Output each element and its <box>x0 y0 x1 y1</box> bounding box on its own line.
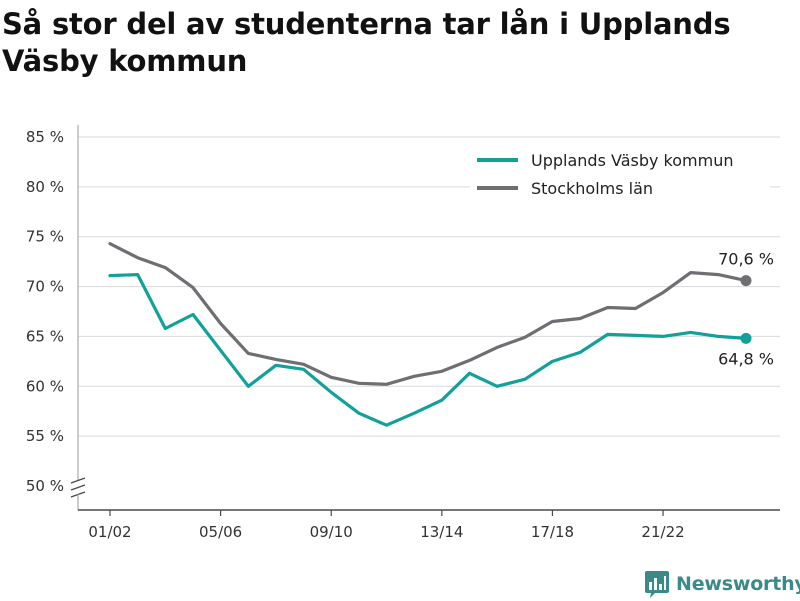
legend-background <box>470 149 770 173</box>
y-tick-label: 55 % <box>26 427 64 445</box>
end-value-label: 64,8 % <box>718 349 774 368</box>
end-point-stockholm <box>740 275 752 287</box>
series-line-stockholm <box>108 242 748 386</box>
brand-name: Newsworthy <box>676 573 800 595</box>
bar-chart-logo-icon <box>645 571 669 598</box>
x-tick-label: 05/06 <box>199 523 242 541</box>
y-tick-label: 75 % <box>26 228 64 246</box>
y-tick-label: 70 % <box>26 278 64 296</box>
end-value-label: 70,6 % <box>718 250 774 269</box>
legend-background <box>470 177 770 201</box>
end-point-vasby <box>740 332 752 344</box>
x-tick-label: 13/14 <box>420 523 463 541</box>
x-tick-label: 01/02 <box>88 523 131 541</box>
y-tick-label: 65 % <box>26 327 64 345</box>
series-lines <box>108 242 752 427</box>
axes: 50 % 55 % 60 % 65 % 70 % 75 % 80 % 85 % 01/02 05/… <box>26 125 780 541</box>
y-tick-label: 85 % <box>26 128 64 146</box>
legend-label: Upplands Väsby kommun <box>531 151 733 170</box>
x-tick-label: 21/22 <box>641 523 684 541</box>
x-tick-label: 09/10 <box>310 523 353 541</box>
end-labels: 64,8 % 70,6 % <box>718 250 774 369</box>
y-tick-label: 60 % <box>26 377 64 395</box>
brand-logo: Newsworthy <box>644 567 800 601</box>
x-tick-label: 17/18 <box>531 523 574 541</box>
legend-label: Stockholms län <box>531 179 653 198</box>
chart-title: Så stor del av studenterna tar lån i Upp… <box>2 7 731 78</box>
y-tick-label: 80 % <box>26 178 64 196</box>
series-line-vasby <box>108 273 748 427</box>
y-tick-label: 50 % <box>26 477 64 495</box>
legend: Upplands Väsby kommun Stockholms län <box>470 149 770 201</box>
